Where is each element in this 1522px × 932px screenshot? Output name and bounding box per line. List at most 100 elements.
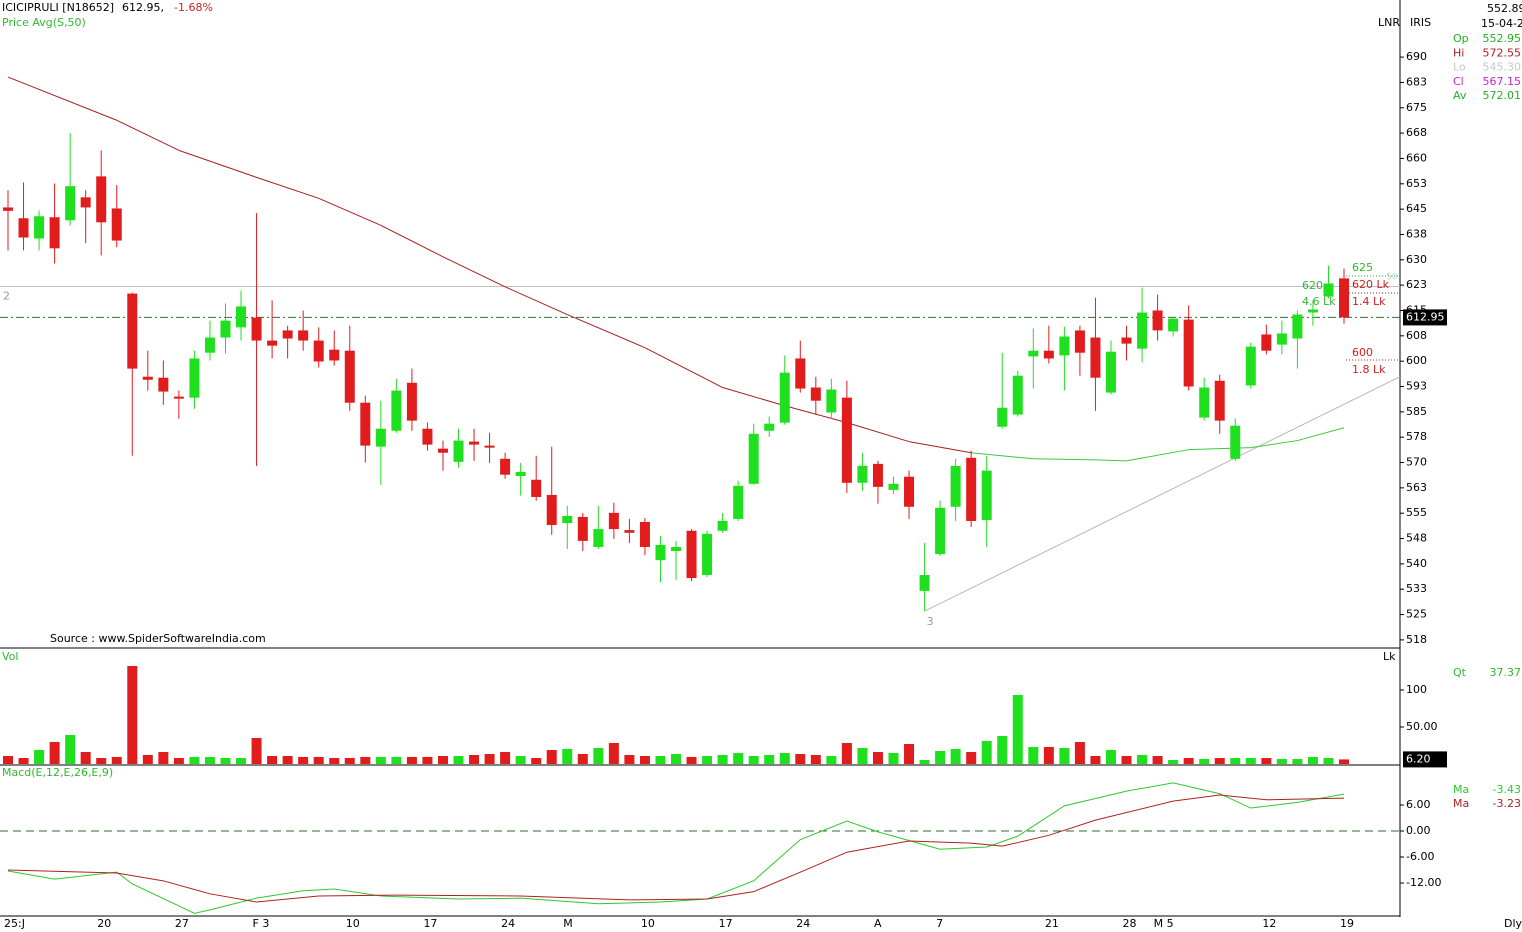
period: Dly xyxy=(1504,917,1522,930)
volume-bar xyxy=(826,756,837,764)
y-tick-label: -6.00 xyxy=(1406,850,1434,863)
moving-average xyxy=(256,176,319,199)
moving-average xyxy=(380,224,444,258)
y-tick-label: 660 xyxy=(1406,151,1427,164)
candle-body xyxy=(111,208,122,241)
volume-bar xyxy=(562,748,573,764)
candle-body xyxy=(639,521,650,547)
x-tick-label: 24 xyxy=(796,917,810,930)
candle-body xyxy=(686,530,697,579)
change: -1.68% xyxy=(174,1,213,14)
volume-bar xyxy=(779,752,790,764)
candle-body xyxy=(1199,387,1210,418)
candle-body xyxy=(267,340,278,346)
y-tick-label: 668 xyxy=(1406,126,1427,139)
level-label: 620 xyxy=(1302,279,1323,292)
candle-body xyxy=(655,544,666,561)
info-label: Av xyxy=(1453,89,1467,102)
candle-body xyxy=(779,372,790,423)
moving-average xyxy=(971,452,1034,460)
volume-bar xyxy=(469,754,480,764)
volume-bar xyxy=(1152,756,1163,764)
x-tick-label: 12 xyxy=(1262,917,1276,930)
volume-bar xyxy=(748,756,759,764)
candle-body xyxy=(608,512,619,530)
x-tick-label: 17 xyxy=(423,917,437,930)
volume-bar xyxy=(1105,750,1116,764)
level-label: 620 Lk xyxy=(1352,278,1390,291)
candle-body xyxy=(1028,350,1039,357)
moving-average xyxy=(116,119,180,151)
moving-average xyxy=(567,314,646,349)
candle-body xyxy=(1339,278,1350,318)
moving-average xyxy=(318,197,382,226)
volume-bar xyxy=(1183,758,1194,764)
trendline-label: 3 xyxy=(927,615,934,628)
volume-bar xyxy=(437,756,448,764)
y-tick-label: 578 xyxy=(1406,430,1427,443)
reference-label: 2 xyxy=(3,289,10,302)
info-label: Hi xyxy=(1453,46,1464,59)
volume-bar xyxy=(1059,748,1070,764)
candle-body xyxy=(18,218,29,238)
moving-average xyxy=(1250,440,1298,449)
y-tick-label: 638 xyxy=(1406,227,1427,240)
volume-bar xyxy=(872,752,883,764)
candle-body xyxy=(733,485,744,519)
candle-body xyxy=(515,471,526,477)
moving-average xyxy=(908,441,972,454)
value-tag-label: 6.20 xyxy=(1406,752,1431,765)
volume-bar xyxy=(313,756,324,764)
volume-bar xyxy=(1043,746,1054,764)
candle-body xyxy=(236,306,247,328)
volume-bar xyxy=(935,750,946,764)
candle-body xyxy=(546,494,557,526)
volume-bar xyxy=(919,760,930,764)
candle-body xyxy=(997,407,1008,427)
level-label: 625 xyxy=(1352,261,1373,274)
y-tick-label: 623 xyxy=(1406,278,1427,291)
candle-body xyxy=(65,186,76,221)
candle-body xyxy=(562,515,573,523)
volume-bar xyxy=(639,756,650,764)
legend-entry: Price Avg(S,50) xyxy=(2,16,86,29)
volume-bar xyxy=(904,744,915,764)
volume-bar xyxy=(764,754,775,764)
volume-bar xyxy=(1276,758,1287,764)
x-tick-label: 17 xyxy=(719,917,733,930)
candle-body xyxy=(764,423,775,431)
volume-bar xyxy=(453,756,464,764)
candle-body xyxy=(950,465,961,507)
x-tick-label: 27 xyxy=(175,917,189,930)
candle-body xyxy=(795,358,806,389)
volume-bar xyxy=(1199,758,1210,764)
volume-bar xyxy=(888,752,899,764)
legend-value: -3.43 xyxy=(1493,783,1521,796)
volume-bar xyxy=(298,756,309,764)
candle-body xyxy=(344,350,355,403)
candle-body xyxy=(282,330,293,339)
legend-entry: Ma xyxy=(1453,797,1469,810)
candle-body xyxy=(841,397,852,483)
candle-body xyxy=(406,382,417,421)
info-value: 572.55 xyxy=(1483,46,1522,59)
candle-body xyxy=(469,441,480,445)
qt-label: Qt xyxy=(1453,666,1467,679)
x-tick-label: F 3 xyxy=(253,917,270,930)
candle-body xyxy=(1137,312,1148,349)
y-tick-label: 540 xyxy=(1406,557,1427,570)
panel-title: Macd(E,12,E,26,E,9) xyxy=(2,766,113,779)
mode: LNR xyxy=(1378,16,1400,29)
value-tag xyxy=(1403,309,1447,326)
volume-bar xyxy=(282,756,293,764)
candle-body xyxy=(298,330,309,341)
candle-body xyxy=(888,483,899,490)
volume-bar xyxy=(1323,758,1334,764)
x-tick-label: M 5 xyxy=(1154,917,1174,930)
x-tick-label: M xyxy=(563,917,573,930)
volume-bar xyxy=(546,750,557,764)
volume-bar xyxy=(624,754,635,764)
candle-body xyxy=(593,529,604,547)
y-tick-label: 593 xyxy=(1406,380,1427,393)
